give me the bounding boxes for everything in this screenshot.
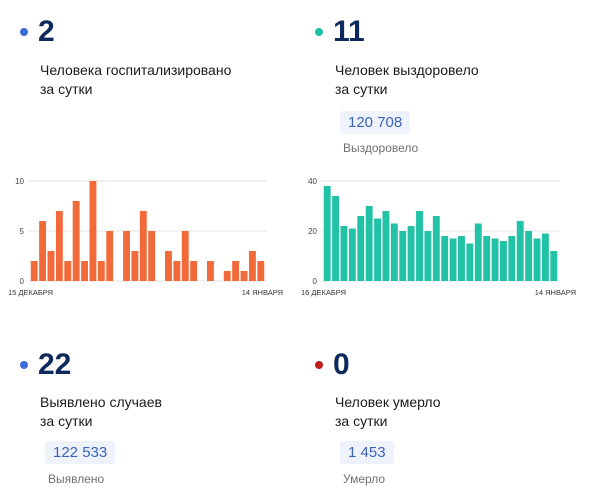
hospitalized-bar[interactable]	[106, 231, 114, 281]
recovered-bar[interactable]	[441, 236, 449, 281]
recovered-ytick-label: 0	[313, 277, 318, 286]
recovered-total-label: Выздоровело	[343, 141, 419, 155]
recovered-bar[interactable]	[390, 223, 398, 282]
hospitalized-bar[interactable]	[232, 261, 240, 281]
hospitalized-bar[interactable]	[240, 271, 248, 281]
deaths-total-badge: 1 453	[340, 441, 394, 464]
hospitalized-bar[interactable]	[39, 221, 47, 281]
recovered-bar[interactable]	[474, 223, 482, 282]
recovered-total-badge: 120 708	[340, 111, 411, 134]
hospitalized-bar[interactable]	[97, 261, 105, 281]
hospitalized-bar[interactable]	[190, 261, 198, 281]
recovered-bar[interactable]	[424, 231, 432, 281]
recovered-bar[interactable]	[550, 251, 558, 281]
hospitalized-bar[interactable]	[55, 211, 63, 281]
hospitalized-bar[interactable]	[257, 261, 265, 281]
hospitalized-bar[interactable]	[181, 231, 189, 281]
recovered-ytick-label: 40	[308, 177, 317, 186]
cases-total-label: Выявлено	[48, 472, 105, 486]
deaths-caption-line2: за сутки	[335, 413, 388, 429]
hospitalized-bar[interactable]	[173, 261, 181, 281]
hospitalized-bar[interactable]	[72, 201, 80, 281]
recovered-bar[interactable]	[483, 236, 491, 281]
hospitalized-ytick-label: 5	[20, 227, 25, 236]
hospitalized-bar[interactable]	[139, 211, 147, 281]
teal-dot-icon	[315, 28, 323, 36]
cases-caption-line1: Выявлено случаев	[40, 394, 162, 410]
recovered-caption-line2: за сутки	[335, 81, 388, 97]
blue-dot-icon	[20, 28, 28, 36]
hospitalized-caption-line2: за сутки	[40, 81, 93, 97]
recovered-bar[interactable]	[374, 218, 381, 282]
recovered-bar[interactable]	[491, 238, 499, 282]
hospitalized-xstart-label: 15 ДЕКАБРЯ	[8, 288, 53, 297]
hospitalized-bar[interactable]	[207, 261, 214, 281]
hospitalized-bar[interactable]	[47, 251, 55, 281]
hospitalized-bar[interactable]	[89, 181, 97, 281]
red-dot-icon	[315, 361, 323, 369]
hospitalized-xend-label: 14 ЯНВАРЯ	[242, 288, 283, 297]
recovered-bar[interactable]	[382, 211, 390, 281]
hospitalized-ytick-label: 0	[20, 277, 25, 286]
deaths-number: 0	[333, 348, 350, 381]
hospitalized-bar[interactable]	[165, 251, 172, 281]
recovered-bar[interactable]	[516, 221, 524, 281]
recovered-caption-line1: Человек выздоровело	[335, 62, 479, 78]
recovered-xstart-label: 16 ДЕКАБРЯ	[301, 288, 346, 297]
recovered-bar[interactable]	[365, 206, 373, 281]
hospitalized-bar[interactable]	[123, 231, 130, 281]
recovered-bar[interactable]	[357, 216, 365, 281]
recovered-bar[interactable]	[466, 243, 474, 282]
recovered-bar[interactable]	[340, 226, 348, 281]
recovered-bar[interactable]	[332, 196, 340, 281]
recovered-bar[interactable]	[323, 186, 331, 281]
recovered-bar[interactable]	[449, 238, 457, 282]
recovered-ytick-label: 20	[308, 227, 317, 236]
recovered-bar[interactable]	[500, 241, 507, 281]
recovered-bar[interactable]	[508, 236, 516, 281]
hospitalized-bar[interactable]	[248, 251, 256, 281]
hospitalized-bar[interactable]	[30, 261, 38, 281]
recovered-number: 11	[333, 15, 365, 48]
hospitalized-bar[interactable]	[223, 271, 231, 281]
blue-dot-icon	[20, 361, 28, 369]
recovered-bar[interactable]	[541, 233, 549, 282]
recovered-bar[interactable]	[432, 216, 440, 281]
recovered-bar[interactable]	[348, 228, 356, 282]
hospitalized-caption-line1: Человека госпитализировано	[40, 62, 232, 78]
deaths-total-label: Умерло	[343, 472, 386, 486]
cases-number: 22	[38, 348, 72, 381]
hospitalized-bar[interactable]	[81, 261, 88, 281]
recovered-bar[interactable]	[458, 236, 465, 281]
hospitalized-bar[interactable]	[148, 231, 156, 281]
recovered-xend-label: 14 ЯНВАРЯ	[535, 288, 576, 297]
hospitalized-bar[interactable]	[64, 261, 72, 281]
hospitalized-ytick-label: 10	[15, 177, 24, 186]
recovered-bar[interactable]	[416, 211, 423, 281]
hospitalized-bar[interactable]	[131, 251, 139, 281]
cases-total-badge: 122 533	[45, 441, 116, 464]
hospitalized-chart: 0 5 10 15 ДЕКАБРЯ 14 ЯНВАРЯ	[8, 177, 283, 297]
recovered-bar[interactable]	[407, 226, 415, 281]
deaths-caption-line1: Человек умерло	[335, 394, 441, 410]
recovered-bar[interactable]	[533, 238, 541, 282]
recovered-bar[interactable]	[399, 231, 407, 281]
cases-caption-line2: за сутки	[40, 413, 93, 429]
recovered-bar[interactable]	[525, 231, 533, 281]
hospitalized-number: 2	[38, 15, 55, 48]
recovered-chart: 0 20 40 16 ДЕКАБРЯ 14 ЯНВАРЯ	[301, 177, 576, 297]
